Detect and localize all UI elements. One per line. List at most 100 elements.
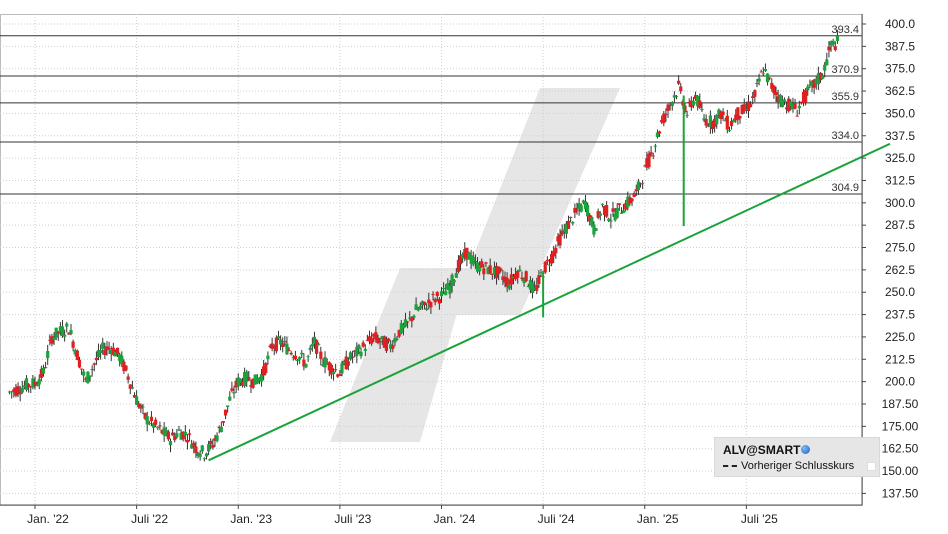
candle-body: [638, 183, 643, 185]
candle-body: [812, 79, 816, 88]
candle-body: [380, 336, 384, 339]
candle-body: [526, 285, 530, 287]
candle-body: [202, 458, 206, 460]
candle-body: [243, 372, 247, 387]
candle-body: [533, 287, 537, 290]
candle-body: [674, 95, 679, 97]
legend-checkbox-icon[interactable]: [867, 462, 876, 471]
candle-body: [810, 81, 814, 87]
candle-body: [56, 331, 60, 334]
candle-body: [522, 278, 526, 284]
candle-body: [71, 341, 75, 348]
candle-body: [600, 204, 605, 206]
candle-body: [789, 101, 793, 107]
candle-body: [585, 204, 590, 217]
candle-body: [175, 433, 179, 438]
candle-body: [596, 211, 600, 218]
candle-body: [486, 267, 490, 274]
candle-body: [344, 356, 348, 370]
candle-body: [478, 265, 482, 272]
candle-body: [293, 355, 298, 360]
level-label: 355.9: [831, 91, 859, 103]
candle-body: [143, 413, 147, 419]
candle-body: [139, 405, 143, 409]
candle-body: [63, 334, 67, 337]
level-label: 304.9: [831, 182, 859, 194]
candle-body: [43, 367, 48, 369]
x-tick-label: Juli '24: [538, 512, 575, 526]
candle-body: [58, 326, 63, 333]
candle-body: [621, 210, 626, 214]
candle-body: [433, 299, 437, 303]
candle-body: [22, 385, 27, 388]
candle-body: [552, 250, 556, 257]
candle-body: [52, 337, 56, 340]
candle-body: [820, 75, 825, 79]
candle-body: [535, 284, 539, 291]
candle-body: [609, 220, 613, 222]
candle-body: [325, 363, 329, 365]
candle-body: [499, 268, 503, 271]
candle-body: [338, 374, 342, 376]
candle-body: [391, 345, 395, 349]
candle-body: [801, 91, 806, 104]
candle-body: [719, 111, 723, 120]
candle-body: [490, 273, 494, 275]
candle-body: [69, 329, 73, 335]
candle-body: [406, 321, 410, 323]
candle-body: [816, 73, 820, 85]
candle-body: [130, 387, 134, 389]
candle-body: [185, 440, 190, 443]
candle-body: [350, 356, 355, 358]
candle-body: [651, 155, 655, 157]
candle-body: [298, 356, 302, 360]
candle-body: [46, 351, 50, 359]
candle-body: [31, 378, 35, 388]
candle-body: [20, 387, 24, 393]
candle-body: [660, 120, 664, 123]
candle-body: [727, 130, 732, 132]
candle-body: [814, 78, 818, 84]
candle-body: [156, 427, 160, 429]
candle-body: [321, 364, 325, 366]
candle-body: [166, 431, 170, 440]
candle-body: [306, 356, 310, 358]
candle-body: [317, 344, 321, 346]
candle-body: [829, 41, 833, 46]
candle-body: [310, 344, 314, 347]
candle-body: [88, 375, 92, 378]
y-tick-label: 400.0: [885, 17, 915, 31]
candle-body: [283, 341, 287, 343]
candle-body: [509, 274, 513, 285]
candle-body: [685, 114, 689, 116]
y-axis: 400.0 387.5 375.0 362.5 350.0 337.5 325.0 312.5…: [861, 14, 919, 505]
candle-body: [611, 208, 615, 212]
candle-body: [412, 315, 416, 318]
candle-body: [281, 343, 285, 348]
candle-body: [723, 120, 727, 122]
candle-body: [795, 115, 799, 117]
candle-body: [399, 323, 403, 334]
candle-body: [571, 222, 575, 224]
candle-body: [797, 105, 801, 109]
candle-body: [154, 419, 158, 425]
candle-body: [768, 77, 772, 79]
candle-body: [831, 40, 835, 45]
candle-body: [29, 386, 33, 388]
y-tick-label: 150.00: [882, 464, 919, 478]
candle-body: [149, 416, 154, 422]
legend-item-label: Vorheriger Schlusskurs: [741, 460, 855, 472]
candle-body: [710, 121, 715, 130]
candle-body: [717, 109, 721, 115]
candle-body: [207, 444, 211, 452]
candle-body: [643, 165, 647, 167]
candle-body: [505, 277, 509, 287]
candle-body: [590, 216, 594, 226]
candle-body: [484, 262, 488, 264]
candle-body: [107, 348, 111, 350]
candle-body: [37, 379, 41, 385]
candle-body: [240, 381, 245, 386]
candle-body: [827, 46, 831, 51]
candle-body: [439, 291, 444, 297]
